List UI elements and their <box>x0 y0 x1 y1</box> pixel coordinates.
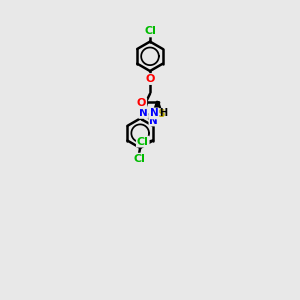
Text: O: O <box>137 98 146 108</box>
Text: N: N <box>149 116 158 126</box>
Text: O: O <box>145 74 155 84</box>
Text: N: N <box>150 108 158 118</box>
Text: N: N <box>139 108 148 118</box>
Text: Cl: Cl <box>134 154 145 164</box>
Text: S: S <box>158 109 165 119</box>
Text: H: H <box>159 108 167 118</box>
Text: Cl: Cl <box>137 136 149 147</box>
Text: Cl: Cl <box>144 26 156 36</box>
